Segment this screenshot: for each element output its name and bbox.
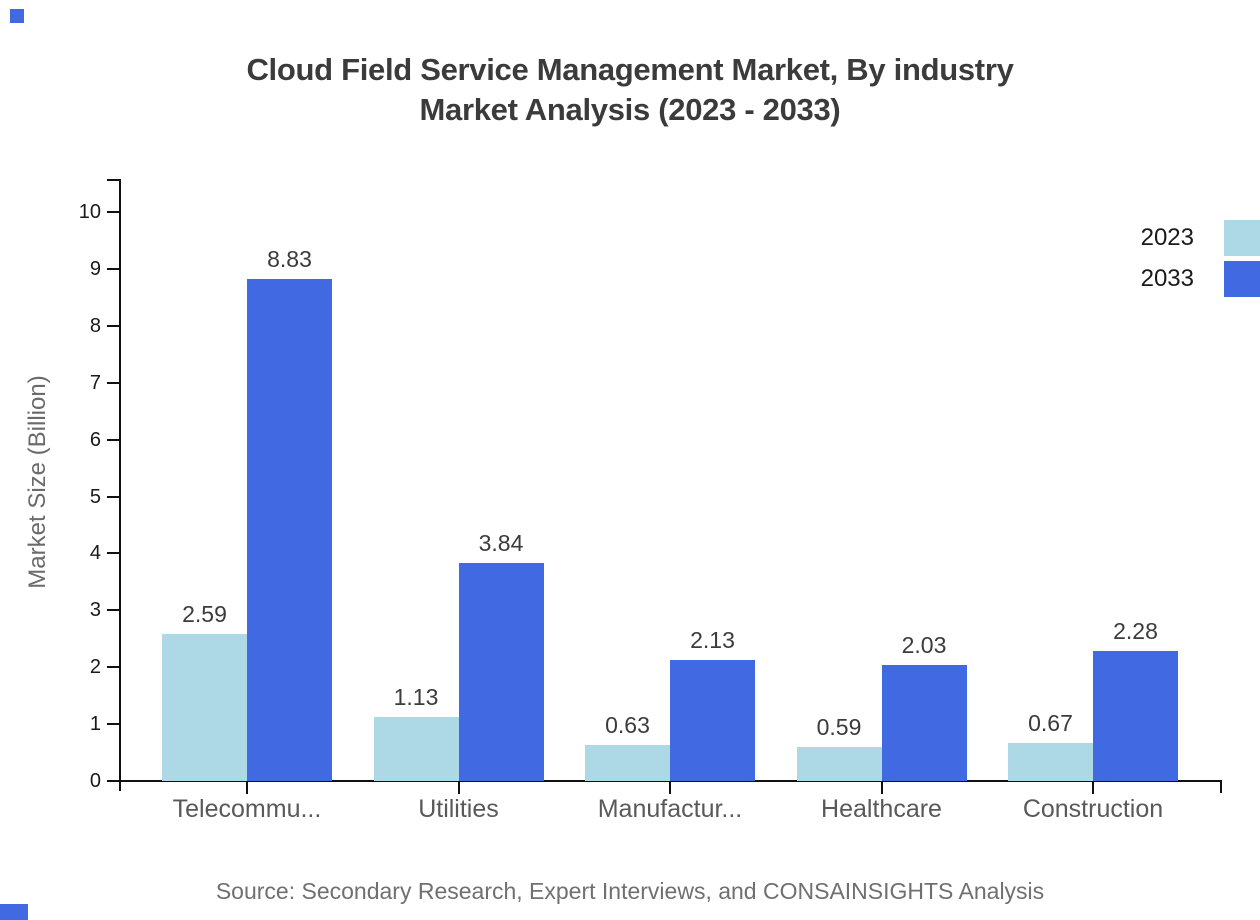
y-axis-tick — [107, 723, 119, 726]
x-axis-end-cap — [1220, 780, 1222, 793]
y-tick-label: 9 — [89, 257, 101, 280]
y-axis-tick — [107, 666, 119, 669]
bar-value-label: 8.83 — [267, 245, 312, 272]
bar-value-label: 0.63 — [605, 712, 650, 739]
legend-swatch — [1224, 260, 1260, 297]
x-axis-tick — [669, 781, 671, 794]
y-axis-tick — [107, 495, 119, 498]
x-axis-tick — [457, 781, 460, 794]
legend-label: 2023 — [1140, 223, 1194, 251]
category-label: Construction — [1022, 795, 1164, 823]
y-axis-tick — [107, 211, 119, 213]
legend-item-2033: 2033 — [1100, 258, 1260, 299]
x-axis-tick — [880, 781, 883, 794]
y-axis-tick — [107, 324, 119, 327]
corner-mark-bottom-left — [0, 904, 28, 920]
chart-title-line-1: Cloud Field Service Management Market, B… — [246, 52, 1014, 87]
y-tick-label: 3 — [89, 599, 101, 622]
bar-2023 — [373, 716, 459, 781]
legend-swatch — [1224, 219, 1260, 256]
bar-2033 — [670, 659, 755, 781]
x-axis-tick — [246, 781, 248, 794]
y-axis-tick — [107, 609, 119, 612]
bar-value-label: 0.59 — [816, 714, 862, 741]
bar-value-label: 3.84 — [478, 529, 524, 556]
bar-value-label: 2.28 — [1113, 618, 1158, 645]
y-axis-top-cap — [107, 179, 119, 181]
legend-label: 2033 — [1140, 264, 1194, 292]
y-axis-tick — [107, 267, 119, 270]
bar-2033 — [881, 665, 967, 781]
bar-2033 — [458, 562, 544, 781]
category-label: Manufactur... — [597, 795, 743, 823]
y-tick-label: 8 — [89, 314, 101, 337]
x-axis-tick — [1092, 781, 1094, 794]
source-note: Source: Secondary Research, Expert Inter… — [215, 878, 1045, 904]
legend: 2023 2033 — [1100, 217, 1260, 299]
y-tick-label: 7 — [89, 371, 101, 394]
bar-2033 — [1093, 651, 1178, 781]
y-tick-label: 2 — [89, 656, 101, 679]
bar-value-label: 2.03 — [901, 632, 947, 659]
category-label: Telecommu... — [172, 795, 322, 823]
y-tick-label: 6 — [89, 428, 101, 451]
bar-2033 — [247, 278, 332, 781]
bar-2023 — [1008, 742, 1093, 781]
y-tick-label: 5 — [89, 485, 101, 508]
bar-2023 — [162, 633, 247, 781]
y-tick-label: 1 — [89, 713, 101, 736]
corner-mark-top-left — [10, 9, 24, 23]
category-label: Healthcare — [821, 795, 942, 823]
bar-value-label: 1.13 — [393, 683, 439, 710]
y-axis-tick — [107, 438, 119, 441]
bar-2023 — [796, 747, 882, 781]
bar-2023 — [585, 745, 670, 781]
y-axis-line — [119, 179, 121, 791]
y-tick-label: 4 — [89, 542, 101, 565]
legend-item-2023: 2023 — [1100, 217, 1260, 258]
bar-value-label: 2.59 — [182, 600, 227, 627]
y-axis-tick — [107, 381, 119, 384]
y-tick-label: 10 — [78, 201, 101, 223]
category-label: Utilities — [418, 795, 499, 823]
chart-title-line-2: Market Analysis (2023 - 2033) — [419, 92, 841, 127]
y-axis-tick — [107, 780, 119, 782]
bar-value-label: 2.13 — [690, 626, 735, 653]
y-axis-tick — [107, 552, 119, 555]
bar-value-label: 0.67 — [1028, 709, 1073, 736]
chart-title: Cloud Field Service Management Market, B… — [0, 50, 1260, 130]
y-tick-label: 0 — [89, 770, 101, 792]
